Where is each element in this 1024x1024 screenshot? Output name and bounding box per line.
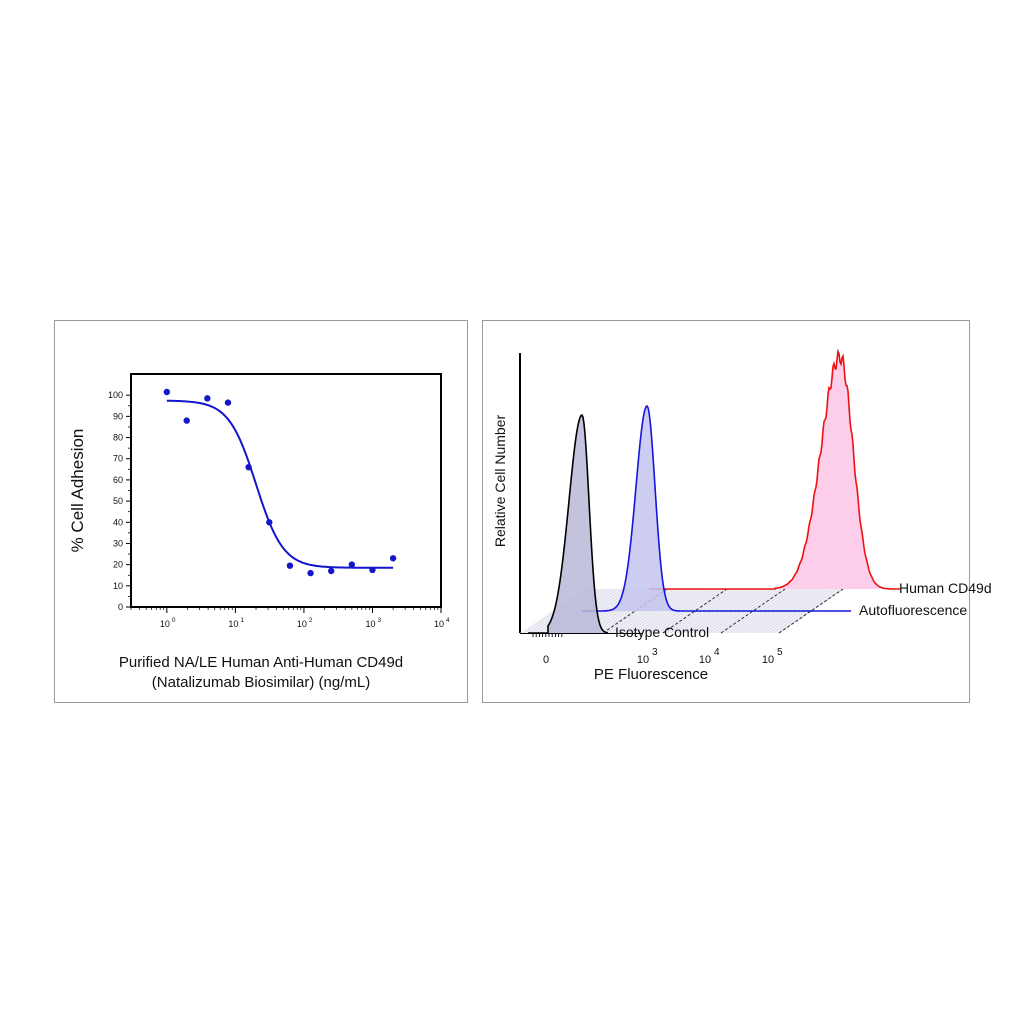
isotype-control-fill [548,415,607,633]
data-point [307,569,314,577]
y-tick-label: 70 [113,454,123,464]
human-cd49d-fill [775,351,900,589]
autofluorescence-trace [582,404,851,612]
histogram-panel: Human CD49d Autofluorescence Isotype Contr… [482,320,992,703]
x-tick-exponent: 5 [777,647,783,658]
data-point [245,464,252,471]
depth-decade-line [778,588,844,634]
y-tick-label: 40 [113,517,123,527]
y-tick-label: 100 [108,390,123,400]
y-tick-label: 50 [113,496,123,506]
y-tick-label: 30 [113,538,123,548]
isotype-control-legend-label: Isotype Control [615,624,709,640]
x-tick-label: 10 [699,654,711,666]
data-point [266,519,273,526]
dose-response-xlabel-line2: (Natalizumab Biosimilar) (ng/mL) [151,674,371,691]
fit-curve [166,399,394,569]
x-tick-label: 10 [228,619,238,629]
x-tick-label: 10 [434,619,444,629]
data-point [327,567,335,575]
y-tick-label: 10 [113,581,123,591]
y-tick-label: 90 [113,411,123,421]
plot-frame [130,373,442,608]
x-axis-label: PE Fluorescence [594,666,708,683]
x-tick-exponent: 1 [240,617,244,624]
dose-response-panel: 0 10 20 30 40 50 60 70 80 90 100 10 0 10 1 10 2 10 3 10 4% C… [54,320,468,703]
autofluorescence-fill [582,406,707,611]
x-tick-label: 10 [762,654,774,666]
x-tick-label: 10 [297,619,307,629]
depth-decade-line [662,588,728,634]
x-tick-exponent: 4 [714,647,720,658]
x-tick-exponent: 4 [446,617,450,624]
data-point [369,566,376,574]
human-cd49d-legend-label: Human CD49d [899,580,992,596]
y-axis-label: Relative Cell Number [492,415,508,548]
x-tick-exponent: 3 [652,647,658,658]
y-tick-label: 80 [113,433,123,443]
y-tick-label: 20 [113,560,123,570]
dose-response-xlabel-line1: Purified NA/LE Human Anti-Human CD49d [118,654,404,671]
x-tick-label: 0 [543,654,549,666]
isotype-control-trace [528,413,608,634]
data-point [204,395,211,402]
y-tick-label: 0 [118,602,123,612]
data-point [348,561,356,568]
data-point [224,399,232,406]
y-tick-label: 60 [113,475,123,485]
autofluorescence-legend-label: Autofluorescence [859,602,967,618]
x-tick-exponent: 3 [377,617,381,624]
data-point [286,562,294,569]
data-point [183,417,190,424]
x-tick-label: 10 [160,619,170,629]
data-point [163,388,171,396]
depth-decade-line [720,588,786,634]
x-tick-exponent: 0 [172,617,176,624]
data-point [389,555,397,562]
y-axis-label: % Cell Adhesion [68,429,87,553]
x-tick-exponent: 2 [309,617,313,624]
x-tick-label: 10 [365,619,375,629]
histogram-chart: Human CD49d Autofluorescence Isotype Contr… [492,348,992,683]
depth-decade-line [602,588,668,634]
human-cd49d-trace [649,348,900,590]
x-tick-label: 10 [637,654,649,666]
